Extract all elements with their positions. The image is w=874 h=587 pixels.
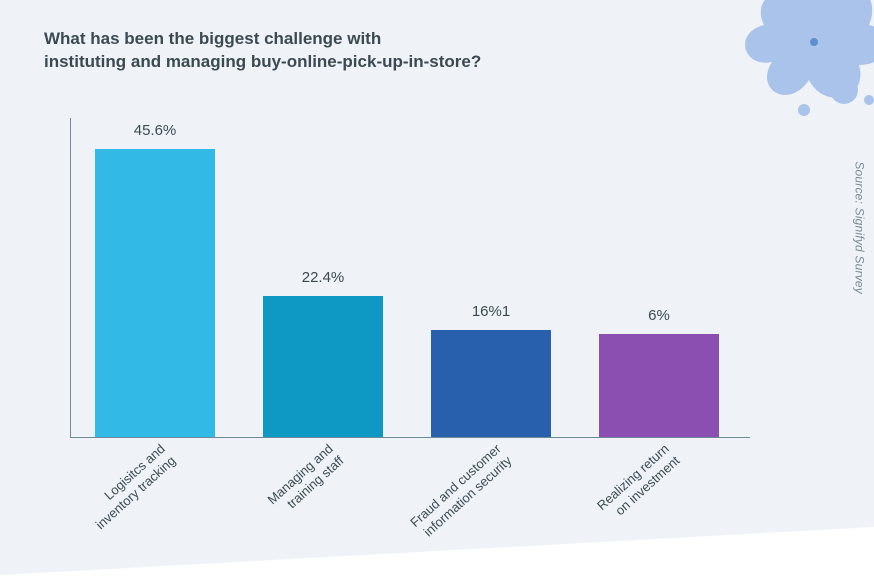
chart-title: What has been the biggest challenge with… xyxy=(44,28,481,74)
bar-chart: 45.6% Logisitcs and inventory tracking 2… xyxy=(70,118,750,438)
bars-container: 45.6% Logisitcs and inventory tracking 2… xyxy=(70,118,750,438)
bar-roi: 6% xyxy=(599,334,719,437)
source-attribution: Source: Signifyd Survey xyxy=(853,161,867,294)
bar-value-label: 6% xyxy=(648,307,670,324)
bar-value-label: 45.6% xyxy=(134,122,177,139)
bar-slot: 22.4% Managing and training staff xyxy=(263,118,383,438)
bar-logistics: 45.6% xyxy=(95,149,215,437)
bar-slot: 45.6% Logisitcs and inventory tracking xyxy=(95,118,215,438)
bar-slot: 16%1 Fraud and customer information secu… xyxy=(431,118,551,438)
bar-slot: 6% Realizing return on investment xyxy=(599,118,719,438)
bar-value-label: 16%1 xyxy=(472,303,510,320)
bar-value-label: 22.4% xyxy=(302,269,345,286)
bar-training: 22.4% xyxy=(263,296,383,437)
bar-fraud: 16%1 xyxy=(431,330,551,437)
